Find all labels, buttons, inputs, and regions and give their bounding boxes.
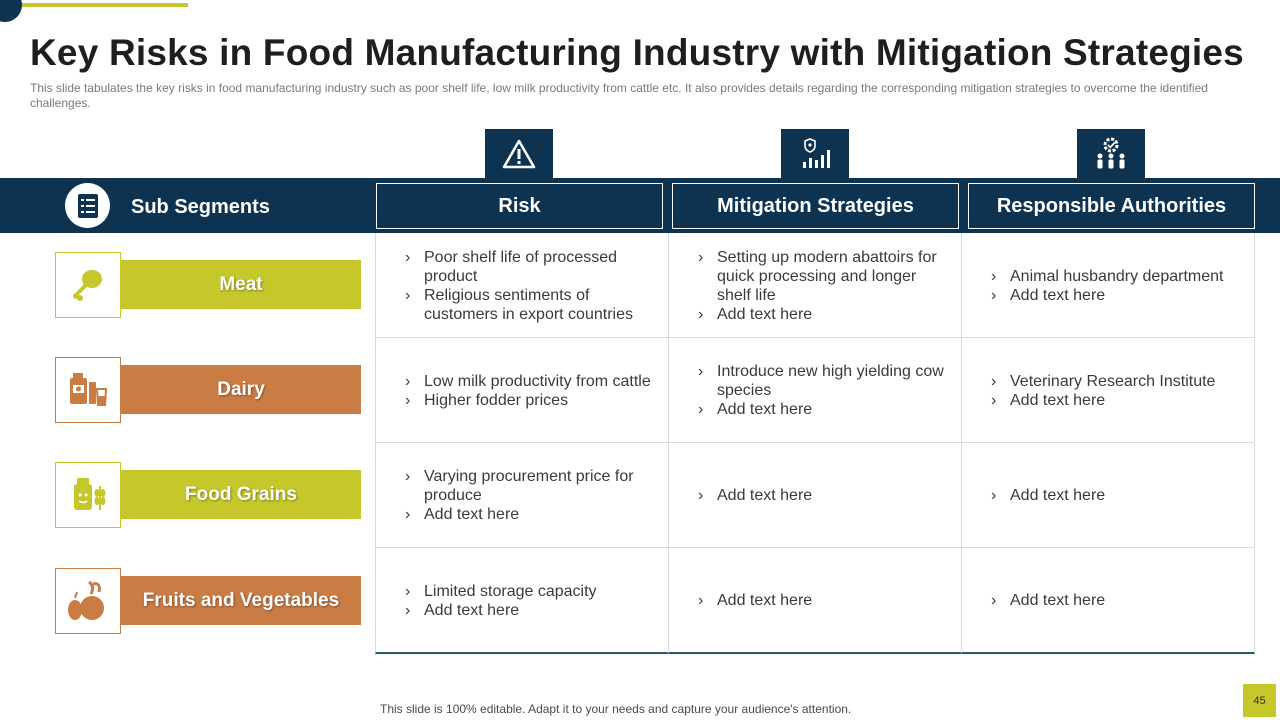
risk-icon-box (485, 129, 553, 179)
segment-dairy: Dairy (55, 357, 361, 423)
list-item: Add text here (991, 286, 1244, 305)
segment-thumb (55, 568, 121, 634)
list-item: Add text here (991, 486, 1244, 505)
segments-icon-circle (65, 183, 110, 228)
segment-fruits-vegetables: Fruits and Vegetables (55, 568, 361, 634)
authorities-icon-box (1077, 129, 1145, 179)
grains-jar-icon (74, 478, 106, 510)
list-item: Varying procurement price for produce (405, 467, 658, 505)
mitigation-cell: Add text here (669, 443, 962, 548)
authorities-header: Responsible Authorities (968, 183, 1255, 229)
dairy-products-icon (70, 373, 108, 406)
mitigation-header: Mitigation Strategies (672, 183, 959, 229)
list-item: Setting up modern abattoirs for quick pr… (698, 248, 951, 305)
list-item: Add text here (698, 591, 951, 610)
table-row: Low milk productivity from cattle Higher… (376, 338, 1254, 443)
sub-segments-header: Sub Segments (131, 196, 270, 218)
risk-cell: Low milk productivity from cattle Higher… (376, 338, 669, 443)
top-accent-bar (22, 3, 188, 7)
segment-label: Dairy (121, 365, 361, 414)
list-item: Limited storage capacity (405, 582, 658, 601)
fruits-vegetables-icon (68, 580, 104, 620)
list-item: Low milk productivity from cattle (405, 372, 658, 391)
risk-cell: Poor shelf life of processed product Rel… (376, 233, 669, 338)
warning-icon (502, 139, 536, 169)
checklist-icon (77, 193, 98, 218)
segment-label: Meat (121, 260, 361, 309)
drumstick-icon (73, 270, 102, 301)
list-item: Veterinary Research Institute (991, 372, 1244, 391)
segment-thumb (55, 357, 121, 423)
list-item: Add text here (405, 505, 658, 524)
list-item: Higher fodder prices (405, 391, 658, 410)
slide-subtitle: This slide tabulates the key risks in fo… (30, 81, 1208, 110)
table-row: Limited storage capacity Add text here A… (376, 548, 1254, 653)
slide-title: Key Risks in Food Manufacturing Industry… (30, 32, 1244, 73)
mitigation-cell: Setting up modern abattoirs for quick pr… (669, 233, 962, 338)
risk-table: Poor shelf life of processed product Rel… (375, 233, 1255, 654)
list-item: Animal husbandry department (991, 267, 1244, 286)
risk-cell: Limited storage capacity Add text here (376, 548, 669, 653)
segment-thumb (55, 252, 121, 318)
gear-people-icon (1097, 137, 1125, 169)
shield-chart-icon (803, 138, 830, 168)
table-header-band (0, 178, 1280, 233)
authorities-cell: Veterinary Research Institute Add text h… (962, 338, 1254, 443)
segment-label: Fruits and Vegetables (121, 576, 361, 625)
authorities-cell: Add text here (962, 548, 1254, 653)
segment-label: Food Grains (121, 470, 361, 519)
list-item: Add text here (991, 591, 1244, 610)
corner-decoration (0, 0, 22, 22)
footer-note: This slide is 100% editable. Adapt it to… (380, 702, 852, 716)
page-number: 45 (1243, 684, 1276, 717)
mitigation-cell: Introduce new high yielding cow species … (669, 338, 962, 443)
risk-cell: Varying procurement price for produce Ad… (376, 443, 669, 548)
list-item: Add text here (698, 305, 951, 324)
list-item: Poor shelf life of processed product (405, 248, 658, 286)
list-item: Introduce new high yielding cow species (698, 362, 951, 400)
risk-header: Risk (376, 183, 663, 229)
list-item: Add text here (991, 391, 1244, 410)
table-row: Poor shelf life of processed product Rel… (376, 233, 1254, 338)
list-item: Add text here (405, 601, 658, 620)
mitigation-icon-box (781, 129, 849, 179)
list-item: Add text here (698, 400, 951, 419)
authorities-cell: Add text here (962, 443, 1254, 548)
segment-food-grains: Food Grains (55, 462, 361, 528)
segment-thumb (55, 462, 121, 528)
list-item: Add text here (698, 486, 951, 505)
table-row: Varying procurement price for produce Ad… (376, 443, 1254, 548)
segment-meat: Meat (55, 252, 361, 318)
authorities-cell: Animal husbandry department Add text her… (962, 233, 1254, 338)
list-item: Religious sentiments of customers in exp… (405, 286, 658, 324)
mitigation-cell: Add text here (669, 548, 962, 653)
